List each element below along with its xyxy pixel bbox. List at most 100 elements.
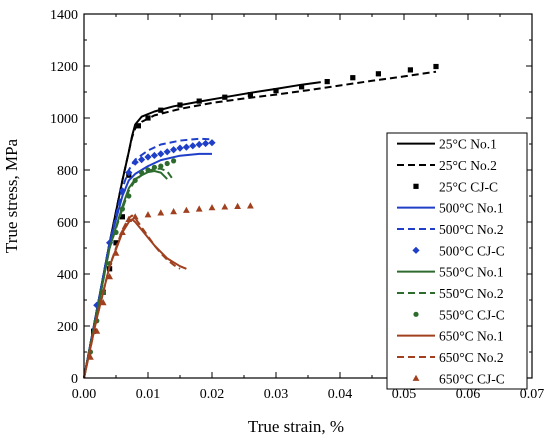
legend-label: 500°C No.1 bbox=[439, 201, 504, 216]
series-1 bbox=[83, 81, 321, 379]
data-point bbox=[195, 205, 203, 212]
data-point bbox=[202, 139, 210, 148]
data-point bbox=[350, 75, 356, 81]
data-point bbox=[208, 139, 216, 147]
data-point bbox=[151, 164, 157, 170]
x-axis-label: True strain, % bbox=[248, 417, 344, 436]
legend-box bbox=[386, 132, 528, 390]
data-point bbox=[182, 143, 190, 151]
data-point bbox=[324, 79, 330, 85]
data-point bbox=[125, 215, 133, 222]
y-tick-label: 200 bbox=[57, 320, 78, 335]
series-line bbox=[83, 81, 321, 379]
legend-item: 650°C No.2 bbox=[397, 350, 504, 365]
data-point bbox=[93, 327, 101, 334]
data-point bbox=[273, 88, 279, 94]
data-point bbox=[99, 299, 107, 306]
data-point bbox=[119, 206, 125, 212]
series-8 bbox=[83, 167, 175, 379]
data-point bbox=[113, 240, 119, 246]
data-point bbox=[125, 169, 133, 177]
data-point bbox=[157, 150, 165, 158]
legend-label: 550°C CJ-C bbox=[439, 307, 505, 322]
x-tick-label: 0.05 bbox=[392, 387, 417, 402]
y-tick-label: 800 bbox=[57, 164, 78, 179]
series-line bbox=[83, 167, 175, 379]
data-point bbox=[247, 92, 253, 98]
data-point bbox=[118, 187, 126, 195]
data-point bbox=[144, 211, 152, 218]
x-tick-label: 0.01 bbox=[136, 387, 161, 402]
legend-item: 25°C No.2 bbox=[397, 158, 497, 173]
data-point bbox=[119, 228, 126, 235]
series-5 bbox=[83, 137, 213, 379]
x-tick-label: 0.00 bbox=[72, 387, 97, 402]
data-point bbox=[150, 151, 158, 160]
x-tick-label: 0.07 bbox=[520, 387, 545, 402]
legend-label: 25°C No.2 bbox=[439, 158, 497, 173]
series-layer bbox=[83, 63, 439, 379]
legend-item: 500°C No.1 bbox=[397, 201, 504, 216]
legend-item: 500°C CJ-C bbox=[412, 243, 505, 258]
legend-label: 25°C CJ-C bbox=[439, 179, 498, 194]
data-point bbox=[177, 102, 183, 108]
y-tick-label: 1000 bbox=[50, 112, 78, 127]
data-point bbox=[170, 208, 177, 215]
data-point bbox=[145, 167, 151, 173]
data-point bbox=[407, 67, 413, 73]
legend-label: 550°C No.2 bbox=[439, 286, 504, 301]
data-point bbox=[138, 156, 146, 164]
axis-layer: 0.00 0.01 0.02 0.03 0.04 0.05 0.06 0.07 0 200 400 6… bbox=[50, 8, 544, 402]
y-tick-label: 600 bbox=[57, 216, 78, 231]
data-point bbox=[112, 249, 120, 256]
data-point bbox=[135, 123, 141, 129]
legend-swatch bbox=[413, 183, 419, 189]
x-tick-label: 0.04 bbox=[328, 387, 353, 402]
data-point bbox=[131, 158, 139, 166]
data-point bbox=[208, 204, 216, 211]
legend-swatch bbox=[413, 311, 419, 317]
data-point bbox=[221, 203, 229, 210]
legend-item: 500°C No.2 bbox=[397, 222, 504, 237]
data-point bbox=[164, 160, 170, 167]
x-tick-label: 0.02 bbox=[200, 387, 225, 402]
data-point bbox=[131, 213, 139, 220]
y-tick-label: 0 bbox=[71, 372, 78, 387]
data-point bbox=[183, 206, 190, 213]
data-point bbox=[234, 202, 241, 209]
y-tick-label: 1200 bbox=[50, 60, 78, 75]
data-point bbox=[170, 146, 178, 154]
legend: 25°C No.1 25°C No.2 25°C CJ-C 500°C No.1 500… bbox=[386, 132, 528, 390]
series-line bbox=[83, 137, 213, 379]
legend-label: 25°C No.1 bbox=[439, 137, 497, 152]
data-point bbox=[171, 158, 177, 164]
data-point bbox=[126, 193, 132, 199]
legend-item: 25°C CJ-C bbox=[413, 179, 498, 194]
legend-item: 550°C No.1 bbox=[397, 265, 504, 280]
series-12 bbox=[87, 202, 254, 360]
legend-label: 500°C No.2 bbox=[439, 222, 504, 237]
y-axis-label: True stress, MPa bbox=[2, 138, 21, 253]
legend-label: 550°C No.1 bbox=[439, 265, 504, 280]
data-point bbox=[299, 84, 305, 90]
series-6 bbox=[93, 139, 216, 309]
data-point bbox=[145, 115, 151, 121]
legend-label: 650°C No.2 bbox=[439, 350, 504, 365]
data-point bbox=[189, 142, 197, 150]
legend-item: 650°C CJ-C bbox=[412, 371, 505, 386]
legend-item: 550°C CJ-C bbox=[413, 307, 505, 322]
x-tick-label: 0.06 bbox=[456, 387, 481, 402]
y-tick-label: 1400 bbox=[50, 8, 78, 23]
legend-item: 650°C No.1 bbox=[397, 329, 504, 344]
legend-label: 650°C CJ-C bbox=[439, 371, 505, 386]
series-line bbox=[83, 152, 212, 379]
data-point bbox=[375, 71, 381, 77]
legend-item: 550°C No.2 bbox=[397, 286, 504, 301]
data-point bbox=[196, 98, 202, 104]
legend-item: 25°C No.1 bbox=[397, 137, 497, 152]
data-point bbox=[144, 153, 152, 161]
legend-swatch bbox=[412, 246, 420, 254]
data-point bbox=[119, 214, 125, 220]
series-line bbox=[83, 214, 181, 379]
